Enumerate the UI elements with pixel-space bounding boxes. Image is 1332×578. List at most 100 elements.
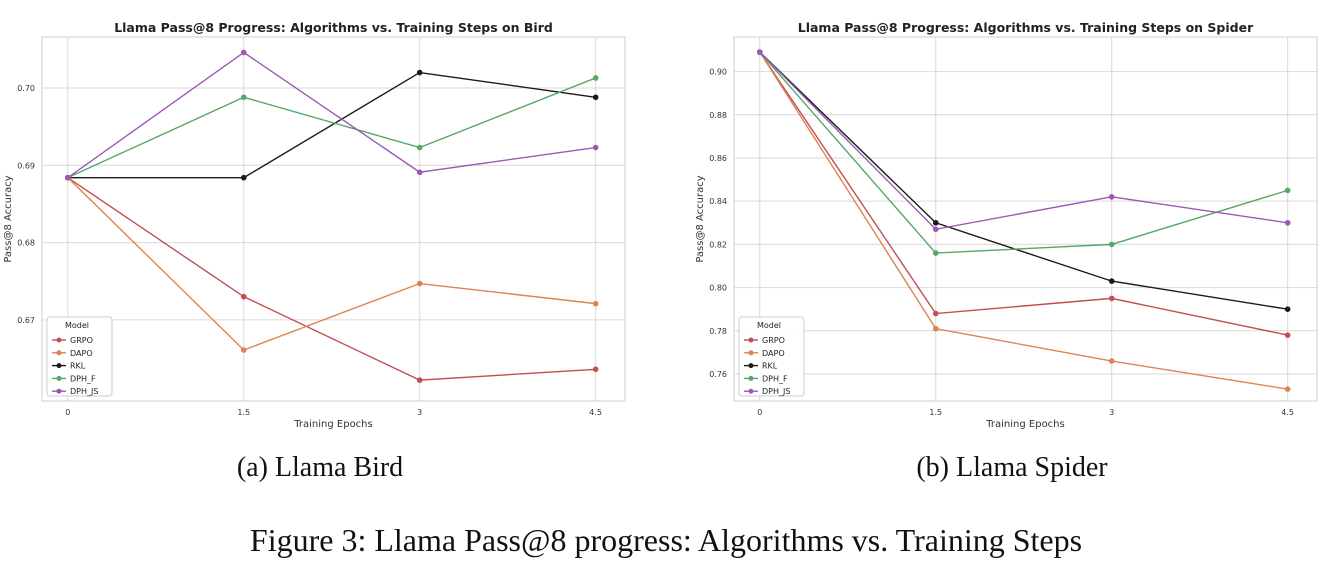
spider-plot-area — [734, 37, 1317, 401]
bird-series-rkl-point — [240, 174, 247, 181]
bird-series-rkl-point — [416, 69, 423, 76]
spider-y-axis-label: Pass@8 Accuracy — [695, 175, 706, 262]
spider-series-grpo-point — [1284, 332, 1291, 338]
bird-title: Llama Pass@8 Progress: Algorithms vs. Tr… — [114, 20, 553, 35]
bird-legend-entry: DPH_F — [70, 374, 96, 383]
spider-series-rkl-line — [759, 51, 1288, 310]
spider-series-dph-js-point — [1108, 194, 1115, 200]
spider-series-dph-f-point — [1108, 241, 1115, 248]
spider-y-tick-label: 0.80 — [709, 284, 727, 293]
bird-series-rkl-point — [592, 94, 599, 101]
bird-legend-title: Model — [65, 321, 89, 330]
bird-legend-marker — [56, 388, 62, 394]
bird-chart: Llama Pass@8 Progress: Algorithms vs. Tr… — [3, 20, 626, 430]
spider-series-dapo-line — [759, 51, 1288, 390]
bird-series-dapo-point — [416, 280, 423, 287]
spider-title: Llama Pass@8 Progress: Algorithms vs. Tr… — [798, 20, 1254, 35]
spider-legend-marker — [748, 388, 754, 394]
spider-x-tick-label: 1.5 — [929, 408, 942, 417]
spider-legend-entry: GRPO — [762, 336, 785, 345]
bird-legend-marker — [56, 350, 62, 356]
bird-series-dph-f-point — [416, 144, 423, 151]
bird-legend-entry: RKL — [70, 362, 86, 371]
spider-legend-title: Model — [757, 321, 781, 330]
bird-series-grpo-line — [67, 177, 596, 381]
bird-series-dapo-line — [67, 177, 596, 351]
bird-series-dph-f-point — [240, 94, 247, 101]
spider-x-tick-label: 0 — [757, 408, 762, 417]
spider-series-grpo-point — [1108, 295, 1115, 302]
spider-series-dph-js-point — [757, 49, 763, 55]
spider-series-dapo-point — [1284, 386, 1291, 392]
spider-series-dph-js-point — [932, 226, 939, 233]
bird-legend-entry: GRPO — [70, 336, 93, 345]
spider-legend-entry: RKL — [762, 362, 778, 371]
bird-legend-entry: DPH_JS — [70, 387, 98, 396]
bird-series-dph-js-line — [67, 51, 596, 179]
spider-legend-marker — [748, 337, 754, 343]
bird-plot-frame — [41, 36, 626, 402]
spider-legend-marker — [748, 350, 754, 356]
spider-series-dapo-point — [1108, 358, 1115, 364]
subfigure-caption-bird: (a) Llama Bird — [236, 452, 404, 483]
spider-legend-entry: DPH_JS — [762, 387, 790, 396]
spider-y-tick-label: 0.78 — [709, 327, 727, 336]
bird-y-tick-label: 0.67 — [17, 316, 35, 325]
spider-series-dapo-point — [932, 325, 939, 332]
bird-series-dapo-point — [592, 300, 599, 307]
spider-series-dph-f-line — [759, 51, 1288, 254]
spider-legend-entry: DPH_F — [762, 374, 788, 383]
spider-x-axis-label: Training Epochs — [985, 419, 1064, 430]
bird-series-rkl-line — [67, 71, 596, 179]
spider-y-tick-label: 0.86 — [709, 154, 727, 163]
spider-y-tick-label: 0.76 — [709, 370, 727, 379]
spider-series-dph-f-point — [932, 250, 939, 256]
bird-x-tick-label: 3 — [417, 408, 422, 417]
spider-series-grpo-line — [759, 51, 1288, 336]
spider-chart: Llama Pass@8 Progress: Algorithms vs. Tr… — [695, 20, 1318, 430]
bird-legend-marker — [56, 375, 62, 381]
bird-legend — [46, 316, 113, 397]
bird-legend-marker — [56, 337, 62, 343]
spider-series-grpo-point — [932, 310, 939, 317]
subfigure-caption-spider: (b) Llama Spider — [916, 452, 1108, 483]
spider-y-tick-label: 0.84 — [709, 197, 727, 206]
spider-legend-marker — [748, 363, 754, 369]
spider-series-rkl-point — [1108, 278, 1115, 284]
bird-series-dph-f-point — [592, 75, 599, 81]
spider-series-dph-f-point — [1284, 187, 1291, 194]
spider-x-tick-label: 4.5 — [1281, 408, 1294, 417]
bird-y-tick-label: 0.70 — [17, 84, 35, 93]
bird-x-tick-label: 1.5 — [237, 408, 250, 417]
spider-y-tick-label: 0.90 — [709, 68, 727, 77]
spider-series-rkl-point — [1284, 306, 1291, 312]
spider-legend — [738, 316, 805, 397]
bird-x-tick-label: 4.5 — [589, 408, 602, 417]
spider-legend-marker — [748, 375, 754, 381]
spider-y-tick-label: 0.82 — [709, 240, 727, 249]
bird-series-dph-js-point — [65, 174, 71, 181]
bird-series-dph-js-point — [416, 169, 423, 176]
bird-x-axis-label: Training Epochs — [293, 419, 372, 430]
bird-legend-marker — [56, 363, 62, 369]
bird-plot-area — [42, 37, 625, 401]
bird-series-dph-js-point — [240, 49, 247, 56]
bird-y-tick-label: 0.69 — [17, 161, 35, 170]
bird-series-dph-f-line — [67, 77, 596, 179]
spider-y-tick-label: 0.88 — [709, 111, 727, 120]
bird-series-grpo-point — [592, 366, 599, 373]
bird-y-axis-label: Pass@8 Accuracy — [3, 175, 14, 262]
bird-series-grpo-point — [240, 293, 247, 300]
bird-legend-entry: DAPO — [70, 349, 93, 358]
figure-caption: Figure 3: Llama Pass@8 progress: Algorit… — [249, 522, 1083, 558]
spider-legend-entry: DAPO — [762, 349, 785, 358]
spider-plot-frame — [733, 36, 1318, 402]
spider-x-tick-label: 3 — [1109, 408, 1114, 417]
spider-series-dph-js-line — [759, 51, 1288, 231]
bird-x-tick-label: 0 — [65, 408, 70, 417]
spider-series-dph-js-point — [1284, 219, 1291, 226]
bird-series-dapo-point — [240, 347, 247, 353]
bird-y-tick-label: 0.68 — [17, 239, 35, 248]
bird-series-dph-js-point — [592, 144, 599, 151]
bird-series-grpo-point — [416, 377, 423, 383]
